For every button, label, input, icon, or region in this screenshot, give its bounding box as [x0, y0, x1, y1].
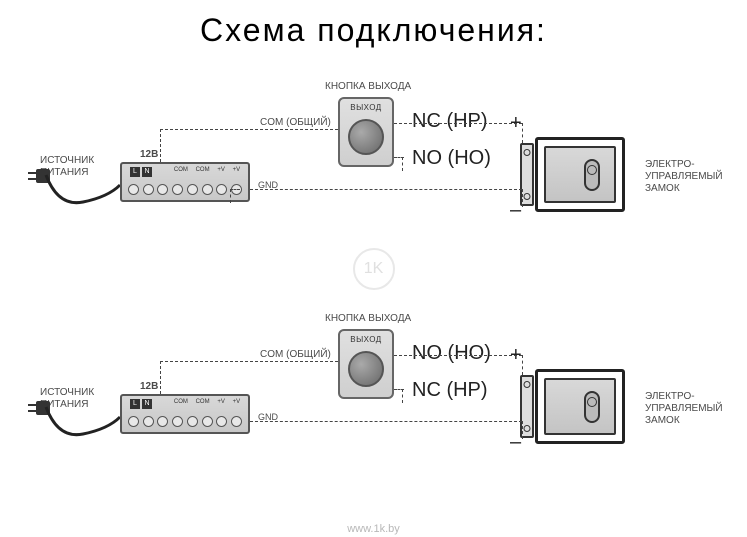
psu-voltage: 12В	[140, 381, 158, 393]
wire	[402, 389, 403, 403]
power-cable	[38, 167, 123, 217]
wire	[402, 157, 403, 171]
wire	[522, 189, 523, 207]
lock-label: ЭЛЕКТРО- УПРАВЛЯЕМЫЙ ЗАМОК	[645, 159, 723, 195]
com-wire-label: COM (ОБЩИЙ)	[260, 117, 331, 129]
wiring-diagram-1: ИСТОЧНИК ПИТАНИЯ 12В GND L N COM COM +V …	[0, 57, 747, 277]
power-supply: L N COM COM +V +V	[120, 394, 250, 434]
exit-button-device: ВЫХОД	[338, 329, 394, 399]
wire	[250, 421, 522, 422]
wire	[250, 189, 522, 190]
wire	[394, 157, 404, 158]
wire	[394, 355, 522, 356]
exit-button-caption: КНОПКА ВЫХОДА	[325, 313, 411, 325]
electric-lock	[520, 137, 635, 212]
com-wire-label: COM (ОБЩИЙ)	[260, 349, 331, 361]
wire	[522, 355, 523, 375]
minus-terminal: –	[510, 199, 521, 222]
wire	[522, 123, 523, 143]
wire	[160, 129, 161, 162]
psu-voltage: 12В	[140, 149, 158, 161]
wire	[160, 361, 161, 394]
exit-button-push-icon	[348, 119, 384, 155]
exit-button-caption: КНОПКА ВЫХОДА	[325, 81, 411, 93]
wire	[160, 129, 338, 130]
footer-credit: www.1k.by	[0, 523, 747, 535]
wire	[160, 361, 338, 362]
electric-lock	[520, 369, 635, 444]
wire	[230, 189, 231, 203]
nc-label: NC (HP)	[412, 379, 488, 402]
no-label: NO (HO)	[412, 147, 491, 170]
lock-label: ЭЛЕКТРО- УПРАВЛЯЕМЫЙ ЗАМОК	[645, 391, 723, 427]
wire	[394, 123, 522, 124]
page-title: Схема подключения:	[0, 0, 747, 57]
wire	[522, 421, 523, 439]
power-cable	[38, 399, 123, 449]
wire	[394, 389, 404, 390]
wiring-diagram-2: ИСТОЧНИК ПИТАНИЯ 12В GND L N COM COM +V …	[0, 277, 747, 497]
wire	[230, 189, 240, 190]
minus-terminal: –	[510, 431, 521, 454]
exit-button-device: ВЫХОД	[338, 97, 394, 167]
exit-button-push-icon	[348, 351, 384, 387]
no-label: NO (HO)	[412, 342, 491, 365]
nc-label: NC (HP)	[412, 110, 488, 133]
